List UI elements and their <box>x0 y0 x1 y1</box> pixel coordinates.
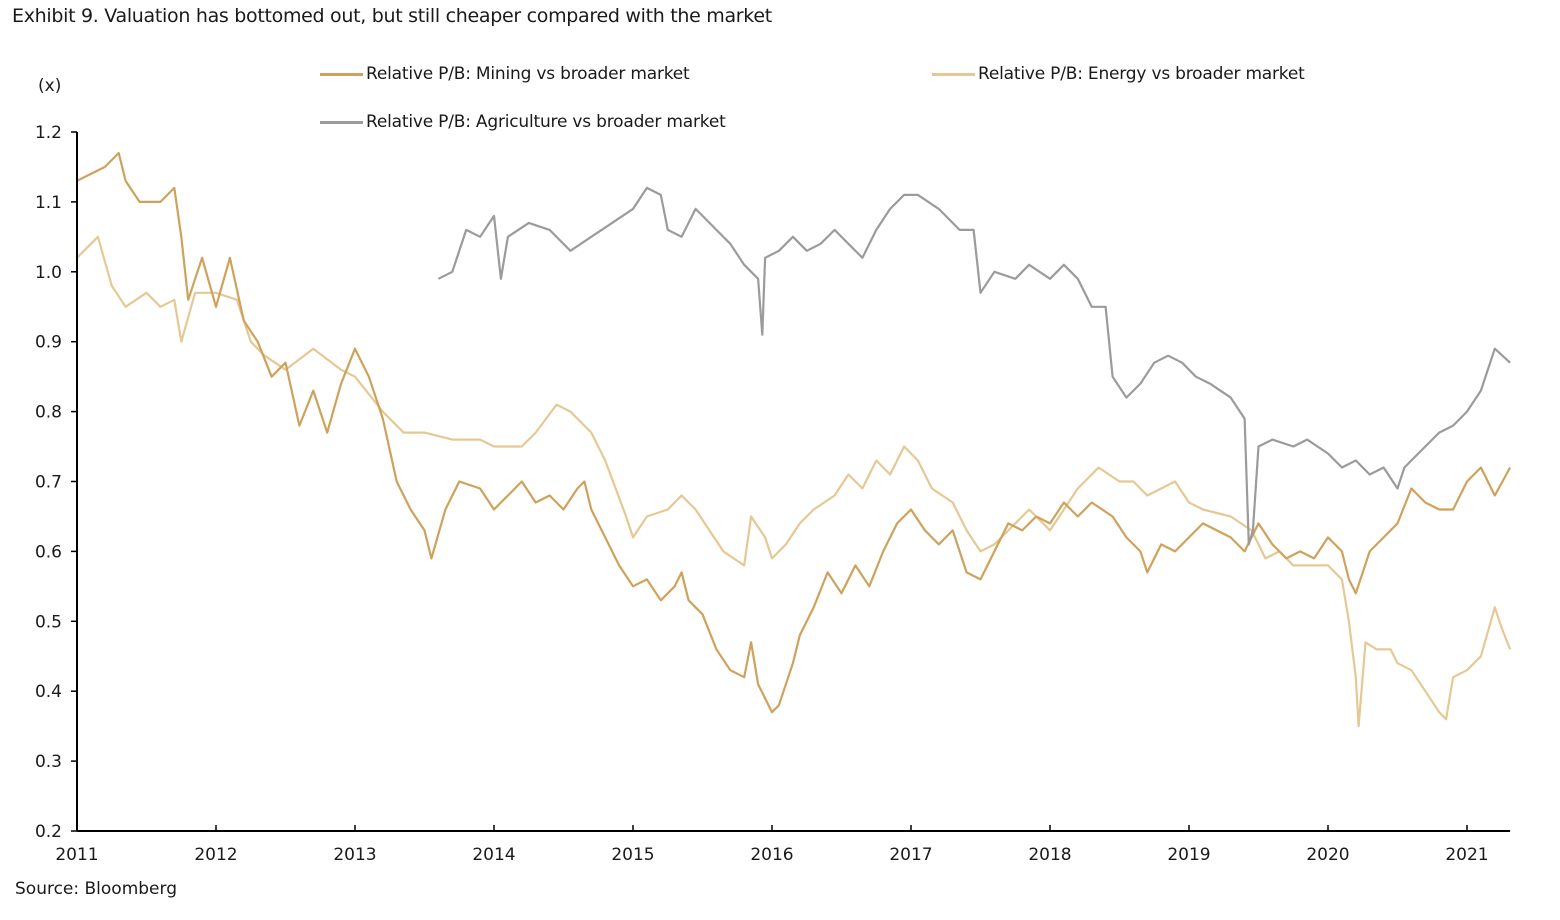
y-tick-label: 0.8 <box>35 403 62 423</box>
chart-title: Exhibit 9. Valuation has bottomed out, b… <box>12 5 772 27</box>
x-tick-label: 2017 <box>889 845 932 865</box>
series-line-energy <box>76 235 1512 728</box>
legend-swatch-mining <box>320 72 363 76</box>
y-tick-label: 0.3 <box>35 752 62 772</box>
legend-label-agriculture: Relative P/B: Agriculture vs broader mar… <box>366 112 726 132</box>
x-tick-label: 2018 <box>1028 845 1071 865</box>
y-tick-label: 0.5 <box>35 612 62 632</box>
x-tick-label: 2014 <box>472 845 515 865</box>
y-axis-unit-label: (x) <box>38 76 62 96</box>
legend-item-energy: Relative P/B: Energy vs broader market <box>932 64 1305 84</box>
y-tick-label: 1.1 <box>35 193 62 213</box>
y-tick-label: 0.9 <box>35 333 62 353</box>
x-tick-label: 2020 <box>1306 845 1349 865</box>
x-tick-label: 2015 <box>611 845 654 865</box>
x-tick-label: 2013 <box>333 845 376 865</box>
x-tick-label: 2011 <box>55 845 98 865</box>
y-tick-label: 0.7 <box>35 473 62 493</box>
series-line-mining <box>76 151 1512 714</box>
legend-swatch-agriculture <box>320 120 363 124</box>
legend-item-mining: Relative P/B: Mining vs broader market <box>320 64 690 84</box>
x-tick-label: 2021 <box>1445 845 1488 865</box>
x-tick-label: 2016 <box>750 845 793 865</box>
y-tick-label: 1.0 <box>35 263 62 283</box>
series-layer <box>76 151 1512 728</box>
y-tick-label: 0.4 <box>35 682 62 702</box>
legend-label-mining: Relative P/B: Mining vs broader market <box>366 64 690 84</box>
legend-item-agriculture: Relative P/B: Agriculture vs broader mar… <box>320 112 726 132</box>
legend-label-energy: Relative P/B: Energy vs broader market <box>978 64 1305 84</box>
y-tick-label: 0.2 <box>35 822 62 842</box>
y-tick-label: 1.2 <box>35 123 62 143</box>
y-tick-label: 0.6 <box>35 542 62 562</box>
source-note: Source: Bloomberg <box>15 879 177 899</box>
x-tick-label: 2012 <box>194 845 237 865</box>
series-line-agriculture <box>437 186 1511 546</box>
legend-swatch-energy <box>932 72 975 76</box>
x-tick-label: 2019 <box>1167 845 1210 865</box>
axes: 0.2 0.3 0.4 0.5 0.6 0.7 0.8 0.9 1.0 1.1 1.2 2011 201… <box>35 123 1511 865</box>
